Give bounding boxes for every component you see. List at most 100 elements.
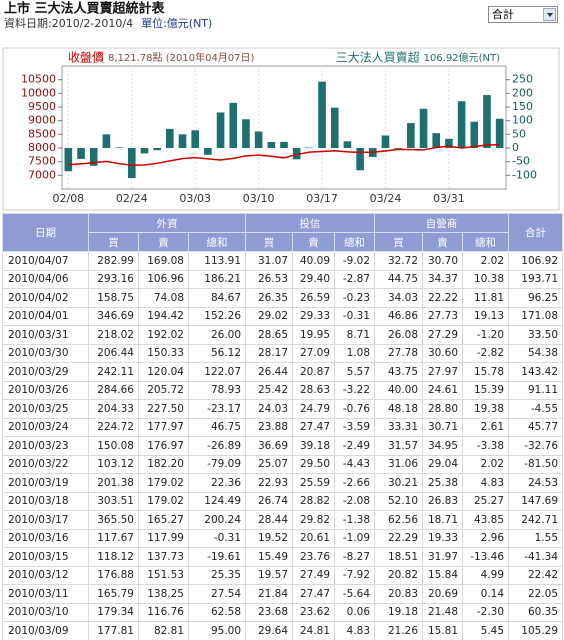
value-cell: 15.39 — [462, 380, 510, 400]
date-cell: 2010/03/23 — [2, 436, 89, 456]
value-cell: 30.71 — [422, 417, 464, 437]
value-cell: 8.71 — [334, 325, 376, 345]
value-cell: 2.02 — [462, 454, 510, 474]
x-tick-label: 03/03 — [179, 192, 211, 205]
value-cell: 26.74 — [245, 491, 294, 511]
value-cell: -2.49 — [334, 436, 376, 456]
value-cell: 29.04 — [422, 454, 464, 474]
value-cell: 116.76 — [138, 602, 189, 622]
table-row: 2010/03/24 224.72 177.97 46.75 23.88 27.47 -3.… — [2, 417, 564, 437]
table-head: 日期 外資 投信 自營商 合計買賣總和買賣總和買賣總和 — [2, 213, 564, 252]
value-cell: -4.55 — [508, 399, 564, 419]
group-header: 投信 — [245, 213, 376, 233]
value-cell: 56.12 — [187, 343, 247, 363]
value-cell: 30.60 — [422, 343, 464, 363]
value-cell: 25.27 — [462, 491, 510, 511]
value-cell: 25.07 — [245, 454, 294, 474]
value-cell: 0.14 — [462, 584, 510, 604]
table-row: 2010/03/19 201.38 179.02 22.36 22.93 25.59 -2.… — [2, 473, 564, 493]
value-cell: 29.40 — [292, 269, 336, 289]
value-cell: 78.93 — [187, 380, 247, 400]
value-cell: 28.80 — [422, 399, 464, 419]
bar — [330, 107, 339, 148]
table-row: 2010/03/09 177.81 82.81 95.00 29.64 24.81 4.83… — [2, 621, 564, 640]
value-cell: 33.31 — [374, 417, 424, 437]
header-row: 日期 外資 投信 自營商 合計 — [2, 213, 564, 252]
x-tick-label: 03/24 — [370, 192, 402, 205]
date-cell: 2010/03/17 — [2, 510, 89, 530]
value-cell: 21.26 — [374, 621, 424, 640]
value-cell: 22.29 — [374, 528, 424, 548]
value-cell: 91.11 — [508, 380, 564, 400]
table-row: 2010/03/10 179.34 116.76 62.58 23.68 23.62 0.0… — [2, 602, 564, 622]
value-cell: 46.75 — [187, 417, 247, 437]
value-cell: 15.84 — [422, 565, 464, 585]
value-cell: 84.67 — [187, 288, 247, 308]
value-cell: 21.84 — [245, 584, 294, 604]
value-cell: 303.51 — [88, 491, 139, 511]
bar — [267, 141, 276, 148]
table-row: 2010/03/29 242.11 120.04 122.07 26.44 20.87 5.… — [2, 362, 564, 382]
column-header: 賣 — [422, 232, 464, 252]
select-arrow[interactable] — [543, 8, 556, 21]
value-cell: 179.34 — [88, 602, 139, 622]
value-cell: 192.02 — [138, 325, 189, 345]
value-cell: 27.47 — [292, 584, 336, 604]
value-cell: 44.75 — [374, 269, 424, 289]
value-cell: 24.61 — [422, 380, 464, 400]
value-cell: 15.49 — [245, 547, 294, 567]
value-cell: -2.82 — [462, 343, 510, 363]
page-title: 上市 三大法人買賣超統計表 — [4, 1, 166, 17]
value-cell: 2.96 — [462, 528, 510, 548]
date-cell: 2010/03/31 — [2, 325, 89, 345]
value-cell: 23.68 — [245, 602, 294, 622]
table-row: 2010/04/01 346.69 194.42 152.26 29.02 29.33 -0… — [2, 306, 564, 326]
value-cell: 48.18 — [374, 399, 424, 419]
value-cell: 152.26 — [187, 306, 247, 326]
value-cell: -32.76 — [508, 436, 564, 456]
value-cell: 2.61 — [462, 417, 510, 437]
value-cell: 19.95 — [292, 325, 336, 345]
value-cell: 177.81 — [88, 621, 139, 640]
value-cell: 19.18 — [374, 602, 424, 622]
value-cell: 25.59 — [292, 473, 336, 493]
column-header: 總和 — [187, 232, 247, 252]
value-cell: 27.97 — [422, 362, 464, 382]
value-cell: 5.45 — [462, 621, 510, 640]
value-cell: 227.50 — [138, 399, 189, 419]
y-tick-label: 8500 — [28, 127, 56, 140]
bar — [280, 141, 288, 148]
value-cell: 26.53 — [245, 269, 294, 289]
value-cell: 150.08 — [88, 436, 139, 456]
value-cell: 1.08 — [334, 343, 376, 363]
value-cell: -3.38 — [462, 436, 510, 456]
value-cell: 27.29 — [422, 325, 464, 345]
date-cell: 2010/03/16 — [2, 528, 89, 548]
value-cell: 5.57 — [334, 362, 376, 382]
bar — [242, 119, 250, 148]
value-cell: 28.44 — [245, 510, 294, 530]
bar — [229, 102, 238, 148]
bar — [457, 101, 466, 148]
value-cell: 52.10 — [374, 491, 424, 511]
value-cell: 46.86 — [374, 306, 424, 326]
summary-select[interactable]: 合計 — [488, 6, 558, 23]
y2-tick-label: 200 — [512, 86, 533, 99]
value-cell: 22.93 — [245, 473, 294, 493]
value-cell: 177.97 — [138, 417, 189, 437]
value-cell: 24.03 — [245, 399, 294, 419]
value-cell: 23.88 — [245, 417, 294, 437]
value-cell: 27.09 — [292, 343, 336, 363]
bar — [356, 148, 364, 171]
value-cell: 28.82 — [292, 491, 336, 511]
value-cell: 346.69 — [88, 306, 139, 326]
value-cell: 103.12 — [88, 454, 139, 474]
date-cell: 2010/03/12 — [2, 565, 89, 585]
chart-frame — [2, 47, 560, 211]
value-cell: 11.81 — [462, 288, 510, 308]
value-cell: 45.77 — [508, 417, 564, 437]
value-cell: 26.59 — [292, 288, 336, 308]
value-cell: 32.72 — [374, 251, 424, 271]
